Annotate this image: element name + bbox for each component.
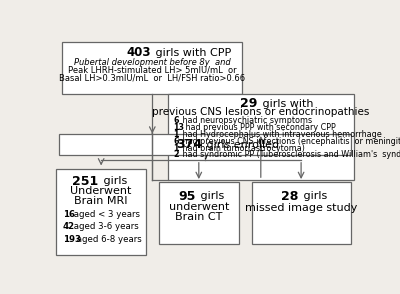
Bar [62,42,242,94]
Text: girls enrolled: girls enrolled [204,140,280,150]
Text: missed image study: missed image study [245,203,357,213]
Text: had brain tumor(astrocytoma): had brain tumor(astrocytoma) [180,143,304,153]
Text: girls: girls [197,191,224,201]
Text: girls with: girls with [259,99,314,109]
Text: previous CNS lesions or endocrinopathies: previous CNS lesions or endocrinopathies [152,107,370,117]
Text: 13: 13 [173,123,184,132]
Text: girls with CPP: girls with CPP [152,48,232,58]
Text: 95: 95 [178,190,196,203]
Text: 193: 193 [63,235,81,243]
Text: 1: 1 [173,130,179,139]
Text: girls: girls [100,176,127,186]
Text: 6: 6 [173,137,179,146]
Text: aged 3-6 years: aged 3-6 years [71,222,139,231]
Text: Peak LHRH-stimulated LH> 5mIU/mL  or: Peak LHRH-stimulated LH> 5mIU/mL or [68,66,237,75]
Text: girls: girls [300,191,327,201]
Text: aged 6-8 years: aged 6-8 years [74,235,141,243]
Text: Basal LH>0.3mIU/mL  or  LH/FSH ratio>0.66: Basal LH>0.3mIU/mL or LH/FSH ratio>0.66 [59,73,245,82]
Text: aged < 3 years: aged < 3 years [71,210,140,219]
Text: Underwent: Underwent [70,186,132,196]
Text: had previous PPP with secondary CPP: had previous PPP with secondary CPP [183,123,336,132]
Text: Pubertal development before 8y  and: Pubertal development before 8y and [74,59,231,67]
Text: 6: 6 [173,116,179,125]
Text: 29: 29 [240,97,258,110]
Text: 374: 374 [176,138,202,151]
Text: 1: 1 [173,143,179,153]
Text: 251: 251 [72,175,98,188]
Bar [59,134,351,155]
Bar [56,169,146,255]
Text: underwent: underwent [169,202,229,212]
Text: 2: 2 [173,150,179,159]
Bar [168,94,354,180]
Text: had neuropsychiatric symptoms: had neuropsychiatric symptoms [180,116,312,125]
Text: 28: 28 [281,190,298,203]
Text: Brain CT: Brain CT [175,212,222,222]
Text: Brain MRI: Brain MRI [74,196,128,206]
Text: 42: 42 [63,222,75,231]
Bar [252,182,351,243]
Text: had syndromic PP (Tuberosclerosis and William's  syndrome): had syndromic PP (Tuberosclerosis and Wi… [180,150,400,159]
Text: 16: 16 [63,210,75,219]
Text: 403: 403 [126,46,151,59]
Bar [158,182,239,243]
Text: had Hydrocephalus with intravenous hemorrhage: had Hydrocephalus with intravenous hemor… [180,130,381,139]
Text: had previous CNS infections (encephalitis  or meningitis): had previous CNS infections (encephaliti… [180,137,400,146]
